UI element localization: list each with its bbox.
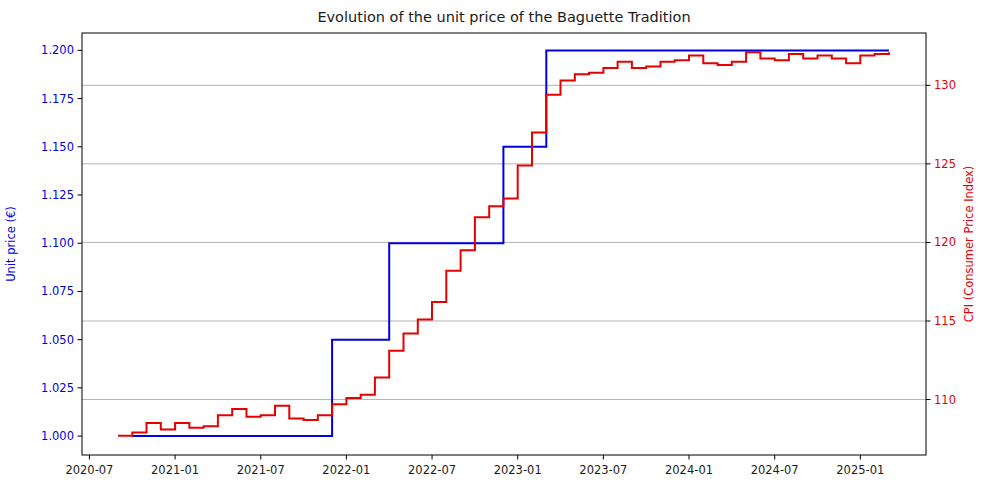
left-y-tick-label: 1.050 bbox=[41, 333, 74, 347]
left-y-tick-label: 1.125 bbox=[41, 188, 74, 202]
x-tick-label: 2022-01 bbox=[322, 463, 370, 477]
chart-figure: 2020-07 2021-01 2021-07 2022-01 2022-07 2023-… bbox=[0, 0, 989, 490]
axes-layer: 2020-07 2021-01 2021-07 2022-01 2022-07 2023-… bbox=[41, 33, 956, 477]
left-y-tick-label: 1.175 bbox=[41, 92, 74, 106]
right-axis-label: CPI (Consumer Price Index) bbox=[962, 166, 976, 323]
unit-price-line bbox=[132, 50, 889, 436]
x-tick-label: 2023-01 bbox=[494, 463, 542, 477]
left-y-tick-label: 1.200 bbox=[41, 43, 74, 57]
chart-title: Evolution of the unit price of the Bague… bbox=[317, 9, 690, 25]
left-y-tick-label: 1.100 bbox=[41, 236, 74, 250]
x-tick-label: 2020-07 bbox=[65, 463, 113, 477]
x-tick-label: 2021-01 bbox=[151, 463, 199, 477]
left-axis-label: Unit price (€) bbox=[4, 206, 18, 282]
left-y-tick-label: 1.150 bbox=[41, 140, 74, 154]
left-y-tick-label: 1.075 bbox=[41, 284, 74, 298]
x-tick-label: 2024-01 bbox=[665, 463, 713, 477]
right-y-tick-label: 120 bbox=[934, 235, 956, 249]
chart-canvas: 2020-07 2021-01 2021-07 2022-01 2022-07 2023-… bbox=[0, 0, 989, 490]
x-tick-label: 2023-07 bbox=[579, 463, 627, 477]
x-tick-label: 2022-07 bbox=[408, 463, 456, 477]
right-y-tick-label: 130 bbox=[934, 78, 956, 92]
x-tick-label: 2024-07 bbox=[751, 463, 799, 477]
left-y-tick-label: 1.000 bbox=[41, 429, 74, 443]
right-y-tick-label: 110 bbox=[934, 393, 956, 407]
series-layer bbox=[118, 50, 889, 436]
x-tick-label: 2025-01 bbox=[836, 463, 884, 477]
left-y-tick-label: 1.025 bbox=[41, 381, 74, 395]
x-tick-label: 2021-07 bbox=[237, 463, 285, 477]
right-y-tick-label: 125 bbox=[934, 157, 956, 171]
right-y-tick-label: 115 bbox=[934, 314, 956, 328]
